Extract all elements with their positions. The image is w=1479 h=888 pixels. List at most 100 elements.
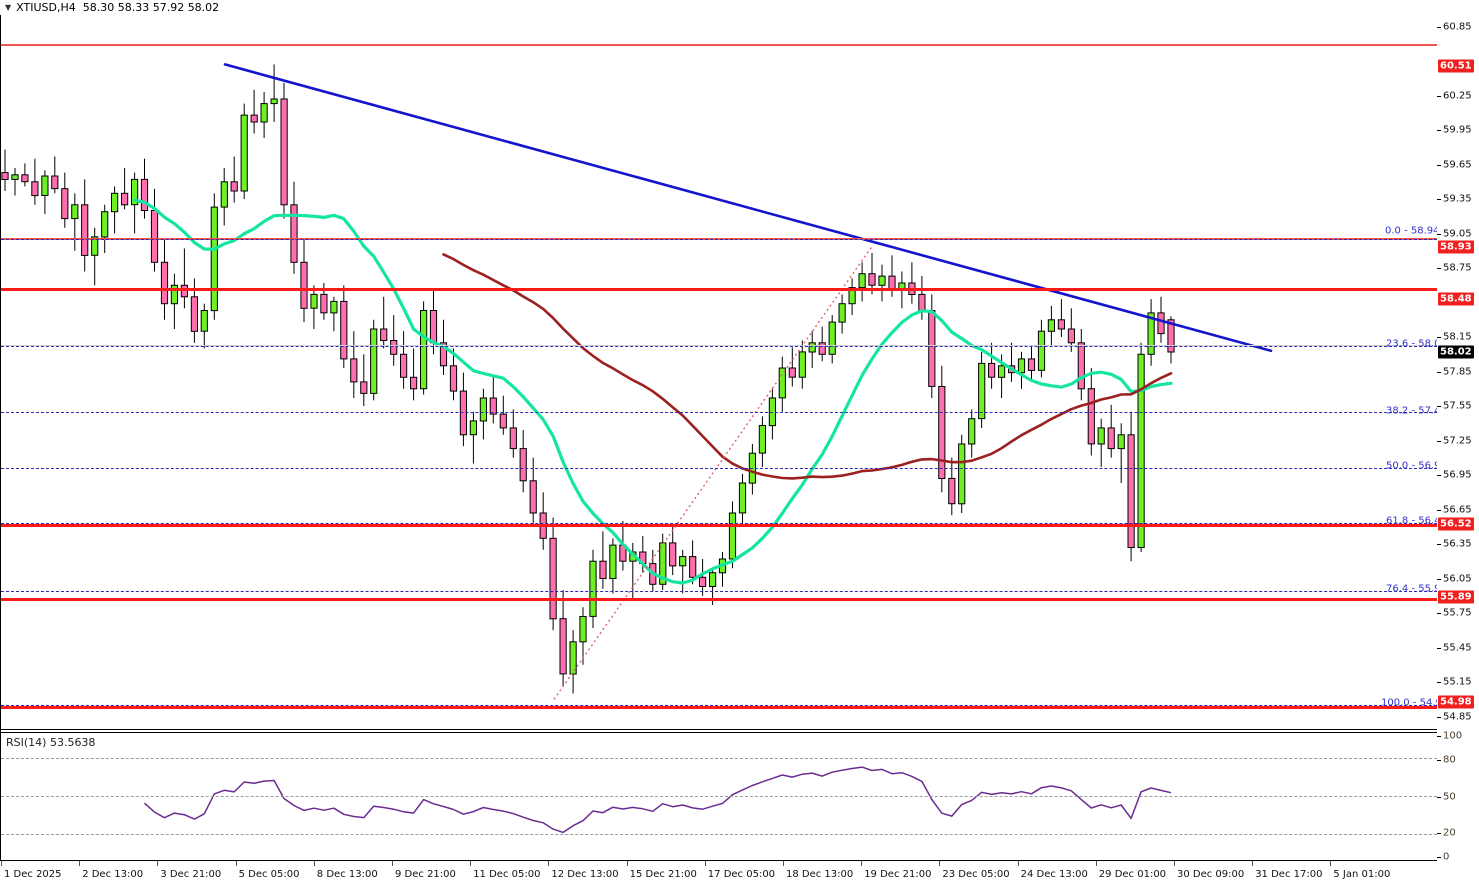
last-price-gridline bbox=[1, 345, 1437, 346]
candle bbox=[1097, 427, 1105, 445]
time-tick-label: 31 Dec 17:00 bbox=[1255, 869, 1323, 880]
candle bbox=[280, 98, 288, 206]
price-level-badge[interactable]: 56.52 bbox=[1438, 517, 1474, 531]
resistance-line-60-51[interactable] bbox=[1, 44, 1437, 46]
time-tick-label: 3 Dec 21:00 bbox=[160, 869, 222, 880]
price-level-badge[interactable]: 60.51 bbox=[1438, 59, 1474, 73]
fib-line-61-8[interactable] bbox=[1, 523, 1437, 524]
time-tick-label: 15 Dec 21:00 bbox=[629, 869, 697, 880]
fib-label-38-2: 38.2 - 57.43 bbox=[1386, 405, 1447, 417]
candle bbox=[420, 310, 428, 390]
candle bbox=[270, 98, 278, 105]
price-tick-label: 57.25 bbox=[1443, 435, 1472, 446]
candle bbox=[370, 328, 378, 394]
fib-line-0-0[interactable] bbox=[1, 239, 1437, 240]
candle bbox=[559, 618, 567, 675]
time-tick-label: 8 Dec 13:00 bbox=[316, 869, 378, 880]
price-tick-mark bbox=[1437, 130, 1441, 131]
caret-down-icon[interactable]: ▼ bbox=[5, 2, 12, 12]
time-tick-mark bbox=[1095, 861, 1097, 866]
price-tick-label: 58.75 bbox=[1443, 262, 1472, 274]
candle bbox=[599, 560, 607, 580]
candle bbox=[699, 576, 707, 587]
fib-line-76-4[interactable] bbox=[1, 591, 1437, 592]
time-tick-label: 9 Dec 21:00 bbox=[395, 869, 456, 880]
price-tick-label: 59.95 bbox=[1443, 124, 1472, 136]
price-tick-mark bbox=[1437, 682, 1441, 683]
candle bbox=[968, 418, 976, 445]
candle bbox=[91, 236, 99, 256]
candle bbox=[858, 273, 866, 289]
support-line-56-52[interactable] bbox=[1, 524, 1437, 527]
candle bbox=[1057, 319, 1066, 330]
support-line-54-98[interactable] bbox=[1, 706, 1437, 709]
price-tick-label: 54.85 bbox=[1443, 711, 1472, 722]
candle bbox=[230, 181, 238, 192]
time-tick-mark bbox=[392, 861, 393, 866]
candle bbox=[948, 477, 956, 505]
time-tick-mark bbox=[470, 861, 472, 866]
price-tick-label: 55.15 bbox=[1443, 676, 1472, 688]
current-price-badge[interactable]: 58.02 bbox=[1438, 345, 1474, 359]
price-tick-mark bbox=[1437, 716, 1441, 718]
time-tick-mark bbox=[783, 861, 784, 866]
candle bbox=[838, 303, 846, 323]
candle bbox=[220, 181, 228, 208]
candle bbox=[150, 210, 159, 263]
time-tick-mark bbox=[157, 861, 159, 866]
time-tick-mark bbox=[313, 861, 315, 866]
candle bbox=[340, 300, 348, 360]
time-scale[interactable]: 1 Dec 2025 2 Dec 13:00 3 Dec 21:00 5 Dec 05… bbox=[0, 861, 1437, 888]
price-tick-mark bbox=[1437, 406, 1441, 407]
candle bbox=[210, 206, 218, 312]
candle bbox=[1117, 434, 1125, 450]
candle bbox=[240, 114, 248, 192]
support-line-55-89[interactable] bbox=[1, 598, 1437, 601]
rsi-tick-label: 80 bbox=[1443, 754, 1456, 766]
fib-line-50-0[interactable] bbox=[1, 468, 1437, 469]
candle bbox=[738, 482, 747, 514]
time-tick-mark bbox=[1330, 861, 1332, 866]
price-tick-label: 59.05 bbox=[1443, 228, 1472, 239]
fib-line-100-0[interactable] bbox=[1, 705, 1437, 706]
price-level-badge[interactable]: 54.98 bbox=[1438, 695, 1474, 709]
candle bbox=[1077, 342, 1085, 390]
price-level-badge[interactable]: 58.48 bbox=[1438, 292, 1474, 306]
time-tick-mark bbox=[626, 861, 628, 866]
candle bbox=[489, 397, 497, 415]
candle bbox=[101, 211, 109, 238]
candle bbox=[828, 321, 836, 355]
candle bbox=[1, 172, 9, 181]
rsi-tick-mark bbox=[1437, 760, 1441, 762]
candle bbox=[918, 293, 926, 311]
rsi-indicator-pane[interactable]: RSI(14) 53.5638 bbox=[1, 733, 1437, 860]
price-level-badge[interactable]: 55.89 bbox=[1438, 590, 1474, 604]
candle bbox=[41, 175, 49, 196]
price-scale[interactable]: 60.85 60.25 59.95 59.65 59.35 59.05 58.75 58.15… bbox=[1437, 0, 1479, 888]
candle bbox=[499, 413, 507, 429]
candle bbox=[400, 353, 408, 378]
symbol-header[interactable]: ▼ XTIUSD,H4 58.30 58.33 57.92 58.02 bbox=[0, 0, 1442, 15]
resistance-line-58-48[interactable] bbox=[1, 288, 1437, 291]
time-tick-label: 18 Dec 13:00 bbox=[786, 869, 854, 880]
rsi-tick-mark bbox=[1437, 857, 1441, 858]
candle bbox=[380, 328, 388, 341]
price-level-badge[interactable]: 58.93 bbox=[1438, 240, 1474, 254]
price-tick-label: 59.35 bbox=[1443, 193, 1472, 205]
price-tick-mark bbox=[1437, 337, 1441, 338]
time-tick-label: 5 Dec 05:00 bbox=[238, 869, 300, 880]
candle bbox=[758, 425, 766, 454]
time-tick-label: 29 Dec 01:00 bbox=[1098, 869, 1167, 880]
fib-line-38-2[interactable] bbox=[1, 412, 1437, 413]
rsi-label: RSI(14) 53.5638 bbox=[6, 736, 96, 749]
candle bbox=[350, 358, 358, 383]
price-tick-mark bbox=[1437, 509, 1441, 511]
time-tick-label: 19 Dec 21:00 bbox=[864, 869, 932, 880]
price-tick-label: 57.55 bbox=[1443, 400, 1472, 412]
fib-line-23-6[interactable] bbox=[1, 346, 1437, 347]
price-chart-pane[interactable] bbox=[1, 15, 1437, 728]
pane-sep-bot bbox=[0, 732, 1437, 733]
candle bbox=[180, 284, 189, 298]
candle bbox=[160, 261, 169, 305]
